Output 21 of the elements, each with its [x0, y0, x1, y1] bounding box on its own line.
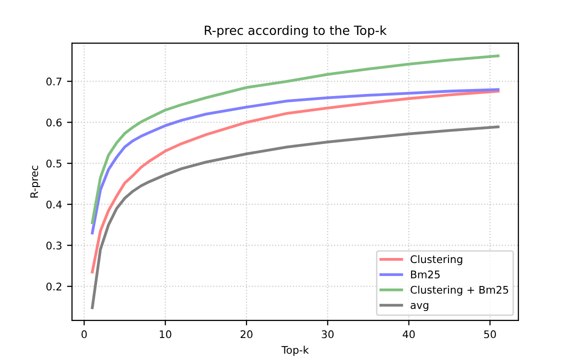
x-axis-title: Top-k: [281, 346, 309, 356]
x-tick-label: 40: [402, 330, 415, 338]
legend-label: avg: [410, 303, 428, 312]
y-tick-label: 0.4: [46, 200, 62, 208]
y-tick-label: 0.6: [46, 118, 62, 126]
y-tick-label: 0.7: [46, 78, 62, 86]
x-tick-label: 50: [484, 330, 496, 338]
line-series: [90, 54, 500, 224]
legend-label: Clustering: [410, 255, 462, 266]
line-series: [90, 88, 500, 234]
x-tick-label: 10: [160, 330, 172, 338]
x-tick-label: 0: [82, 330, 87, 338]
x-tick-label: 30: [322, 330, 334, 338]
x-tick-label: 20: [240, 330, 252, 338]
y-tick-label: 0.2: [46, 282, 62, 290]
y-tick-label: 0.5: [46, 160, 62, 168]
legend-label: Bm25: [411, 270, 440, 278]
y-tick-label: 0.3: [46, 242, 62, 250]
chart-title: R-prec according to the Top-k: [204, 25, 387, 38]
y-axis-title: R-prec: [30, 166, 40, 198]
legend-label: Clustering + Bm25: [410, 286, 508, 296]
